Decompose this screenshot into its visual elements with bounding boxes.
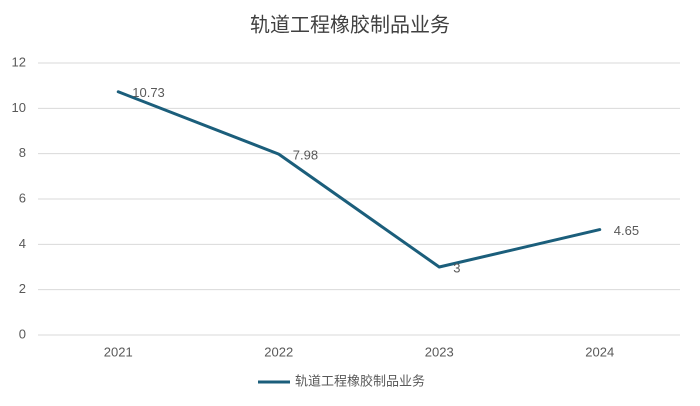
- data-label: 4.65: [614, 223, 639, 238]
- x-tick-label: 2024: [585, 344, 614, 359]
- x-tick-label: 2022: [264, 344, 293, 359]
- y-tick-label: 6: [19, 190, 26, 205]
- data-label: 7.98: [293, 148, 318, 163]
- chart-title: 轨道工程橡胶制品业务: [250, 13, 450, 36]
- y-tick-label: 12: [12, 54, 26, 69]
- legend-label: 轨道工程橡胶制品业务: [295, 373, 425, 388]
- y-tick-label: 2: [19, 281, 26, 296]
- line-series: [116, 90, 602, 269]
- data-label: 10.73: [132, 85, 165, 100]
- y-tick-label: 4: [19, 236, 26, 251]
- x-tick-label: 2023: [425, 344, 454, 359]
- y-tick-label: 0: [19, 326, 26, 341]
- data-label: 3: [453, 260, 460, 275]
- x-tick-label: 2021: [104, 344, 133, 359]
- y-tick-label: 10: [12, 100, 26, 115]
- y-tick-label: 8: [19, 145, 26, 160]
